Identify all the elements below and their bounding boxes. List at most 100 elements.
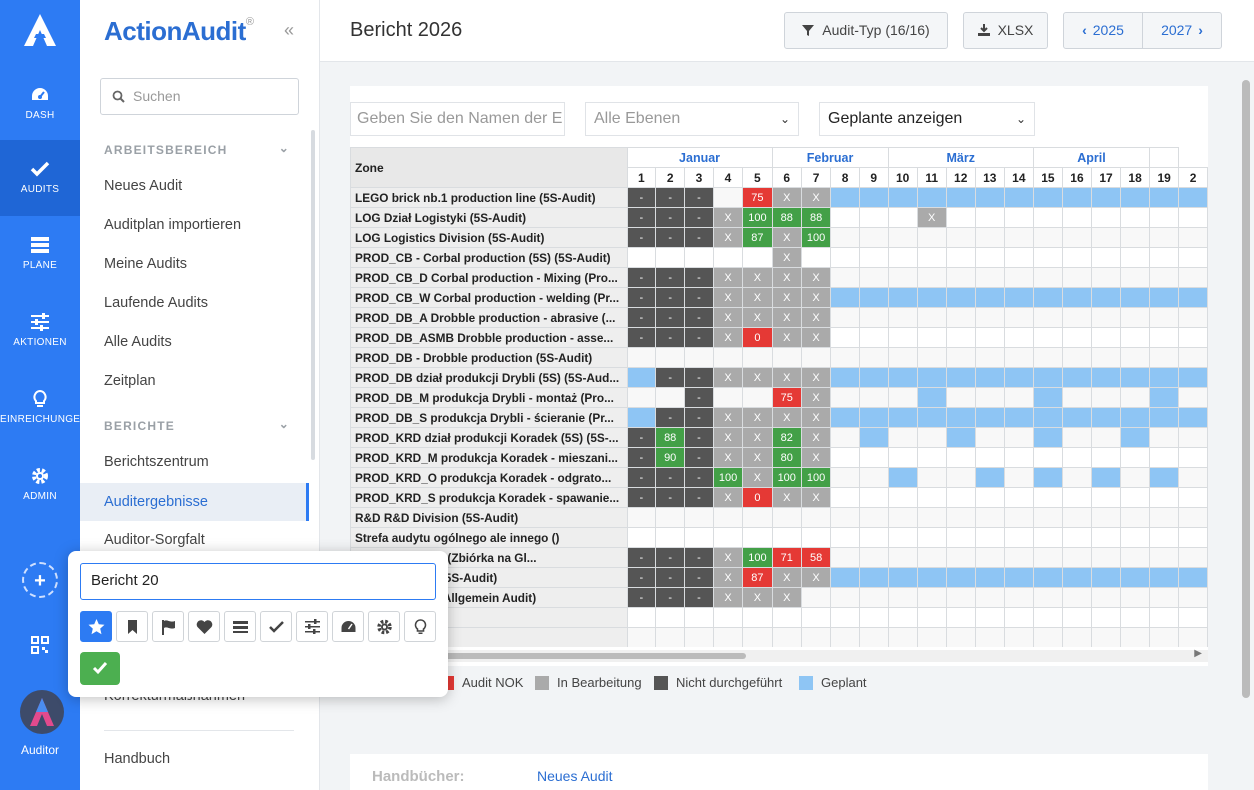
- week-cell[interactable]: [887, 467, 918, 488]
- week-cell[interactable]: [1032, 367, 1063, 388]
- week-cell[interactable]: [1032, 467, 1063, 488]
- week-cell[interactable]: -: [684, 287, 714, 308]
- week-cell[interactable]: X: [800, 387, 832, 408]
- week-cell[interactable]: [887, 587, 918, 608]
- week-cell[interactable]: [1003, 527, 1034, 548]
- week-cell[interactable]: [830, 587, 860, 608]
- week-cell[interactable]: [1178, 427, 1208, 448]
- icon-option-star[interactable]: [80, 611, 112, 642]
- week-cell[interactable]: [974, 247, 1005, 268]
- week-cell[interactable]: -: [626, 327, 657, 348]
- scroll-thumb[interactable]: [436, 653, 746, 659]
- week-cell[interactable]: [1061, 287, 1092, 308]
- week-cell[interactable]: [1032, 567, 1063, 588]
- week-cell[interactable]: [1178, 387, 1208, 408]
- week-cell[interactable]: [945, 187, 976, 208]
- week-cell[interactable]: [974, 407, 1005, 428]
- week-cell[interactable]: -: [684, 427, 714, 448]
- week-cell[interactable]: [1003, 207, 1034, 228]
- week-cell[interactable]: [1003, 227, 1034, 248]
- rail-item-einreichungen[interactable]: EINREICHUNGEN: [0, 382, 80, 458]
- week-cell[interactable]: [1149, 467, 1180, 488]
- week-cell[interactable]: [1032, 487, 1063, 508]
- nav-auditor-sorgfalt[interactable]: Auditor-Sorgfalt: [104, 532, 205, 548]
- week-cell[interactable]: [887, 487, 918, 508]
- week-cell[interactable]: [1120, 527, 1151, 548]
- week-cell[interactable]: -: [655, 267, 686, 288]
- week-cell[interactable]: [858, 327, 889, 348]
- week-cell[interactable]: [916, 387, 947, 408]
- week-cell[interactable]: [1003, 587, 1034, 608]
- week-cell[interactable]: [742, 347, 773, 368]
- week-cell[interactable]: [945, 387, 976, 408]
- week-cell[interactable]: [830, 547, 860, 568]
- nav-alle-audits[interactable]: Alle Audits: [104, 334, 172, 350]
- week-cell[interactable]: [1178, 207, 1208, 228]
- week-cell[interactable]: 100: [800, 227, 832, 248]
- week-cell[interactable]: [1032, 307, 1063, 328]
- logo-icon[interactable]: [20, 12, 60, 48]
- week-cell[interactable]: X: [771, 367, 802, 388]
- zone-name[interactable]: PROD_KRD_S produkcja Koradek - spawanie.…: [350, 487, 628, 508]
- week-cell[interactable]: [1003, 267, 1034, 288]
- week-cell[interactable]: X: [712, 307, 744, 328]
- week-cell[interactable]: [974, 307, 1005, 328]
- week-cell[interactable]: 58: [800, 547, 832, 568]
- week-cell[interactable]: [800, 587, 832, 608]
- week-cell[interactable]: [974, 627, 1005, 647]
- week-cell[interactable]: [830, 407, 860, 428]
- week-cell[interactable]: X: [712, 287, 744, 308]
- week-cell[interactable]: [1090, 187, 1122, 208]
- week-cell[interactable]: [916, 587, 947, 608]
- week-cell[interactable]: [1090, 547, 1122, 568]
- week-cell[interactable]: [1032, 327, 1063, 348]
- week-cell[interactable]: [1178, 527, 1208, 548]
- week-cell[interactable]: [771, 527, 802, 548]
- week-cell[interactable]: X: [800, 407, 832, 428]
- week-cell[interactable]: [1090, 587, 1122, 608]
- week-cell[interactable]: -: [684, 387, 714, 408]
- week-cell[interactable]: [1003, 547, 1034, 568]
- week-cell[interactable]: X: [712, 427, 744, 448]
- week-cell[interactable]: X: [742, 407, 773, 428]
- week-cell[interactable]: [974, 567, 1005, 588]
- week-cell[interactable]: [945, 407, 976, 428]
- week-cell[interactable]: [1120, 467, 1151, 488]
- week-cell[interactable]: [712, 507, 744, 528]
- week-cell[interactable]: [1090, 347, 1122, 368]
- week-cell[interactable]: [1178, 607, 1208, 628]
- week-cell[interactable]: [945, 227, 976, 248]
- sidebar-scrollbar[interactable]: [311, 130, 315, 460]
- zone-name[interactable]: PROD_CB_D Corbal production - Mixing (Pr…: [350, 267, 628, 288]
- week-cell[interactable]: [830, 467, 860, 488]
- week-cell[interactable]: X: [742, 287, 773, 308]
- week-cell[interactable]: [945, 507, 976, 528]
- export-xlsx-button[interactable]: XLSX: [963, 12, 1048, 49]
- week-cell[interactable]: X: [800, 187, 832, 208]
- week-cell[interactable]: [887, 547, 918, 568]
- week-cell[interactable]: [1149, 247, 1180, 268]
- week-cell[interactable]: [858, 307, 889, 328]
- level-select[interactable]: Alle Ebenen ⌄: [585, 102, 799, 136]
- collapse-sidebar-icon[interactable]: «: [284, 20, 295, 40]
- week-cell[interactable]: [916, 487, 947, 508]
- week-cell[interactable]: [830, 307, 860, 328]
- week-cell[interactable]: X: [712, 547, 744, 568]
- week-cell[interactable]: [887, 187, 918, 208]
- week-cell[interactable]: [1032, 387, 1063, 408]
- week-cell[interactable]: [712, 607, 744, 628]
- week-cell[interactable]: [974, 487, 1005, 508]
- week-cell[interactable]: [1149, 287, 1180, 308]
- week-cell[interactable]: [742, 507, 773, 528]
- week-cell[interactable]: [1061, 187, 1092, 208]
- week-cell[interactable]: [830, 567, 860, 588]
- zone-name[interactable]: PROD_CB_W Corbal production - welding (P…: [350, 287, 628, 308]
- week-cell[interactable]: [945, 487, 976, 508]
- week-cell[interactable]: [1178, 507, 1208, 528]
- week-cell[interactable]: [684, 507, 714, 528]
- week-cell[interactable]: [1090, 207, 1122, 228]
- week-cell[interactable]: [1178, 327, 1208, 348]
- week-cell[interactable]: [887, 527, 918, 548]
- week-cell[interactable]: [1061, 267, 1092, 288]
- week-cell[interactable]: 100: [771, 467, 802, 488]
